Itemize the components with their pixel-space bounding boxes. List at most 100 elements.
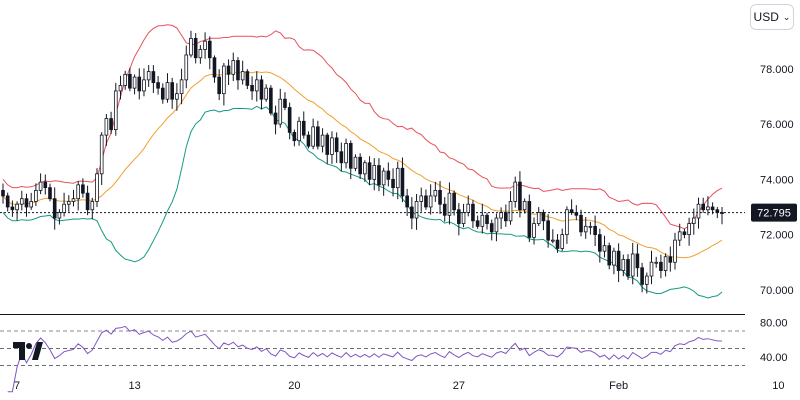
candle xyxy=(269,85,273,116)
candle xyxy=(645,272,649,294)
candle xyxy=(649,250,654,285)
candle xyxy=(395,161,400,200)
candle xyxy=(546,214,550,248)
candle xyxy=(400,157,405,203)
candlesticks xyxy=(1,30,724,294)
currency-selector[interactable]: USD ⌄ xyxy=(750,4,794,30)
candle xyxy=(292,129,297,147)
time-tick-label: 13 xyxy=(128,380,140,392)
candle xyxy=(109,111,113,135)
candle xyxy=(471,200,475,229)
candle xyxy=(198,45,203,64)
candle xyxy=(405,188,409,216)
candle xyxy=(682,228,687,239)
candle xyxy=(626,254,630,280)
candle xyxy=(1,183,5,204)
candle xyxy=(696,197,701,229)
price-tick-label: 78.000 xyxy=(760,64,794,76)
candle xyxy=(612,247,616,275)
candle xyxy=(424,189,428,210)
candle xyxy=(236,57,240,90)
candle xyxy=(306,131,311,149)
candle xyxy=(551,229,555,244)
time-axis[interactable]: 7 13 20 27 Feb 10 xyxy=(14,380,784,392)
time-tick-label: Feb xyxy=(609,380,628,392)
candle xyxy=(81,178,85,198)
candle xyxy=(353,154,358,172)
candle xyxy=(146,65,151,87)
candle xyxy=(419,187,424,212)
rsi-line xyxy=(7,325,723,393)
currency-label: USD xyxy=(753,10,779,24)
candle xyxy=(541,209,546,231)
candle xyxy=(165,73,170,103)
rsi-tick-label: 40.00 xyxy=(760,352,788,364)
candle xyxy=(607,242,612,270)
candle xyxy=(57,209,62,225)
bollinger-bands xyxy=(2,24,723,299)
candle xyxy=(480,203,485,234)
candle xyxy=(142,68,146,97)
candle xyxy=(381,167,386,196)
candle xyxy=(226,59,231,85)
chevron-down-icon: ⌄ xyxy=(782,11,791,22)
candle xyxy=(677,223,682,247)
candle xyxy=(38,173,43,195)
candle xyxy=(673,232,677,270)
candle xyxy=(640,262,644,293)
bollinger-lower-line xyxy=(2,105,723,299)
candle xyxy=(66,195,71,212)
candle xyxy=(452,190,456,216)
candle xyxy=(151,65,156,93)
candle xyxy=(212,55,217,83)
candle xyxy=(189,30,193,58)
candle xyxy=(301,111,306,139)
candle xyxy=(222,62,226,106)
price-tick-label: 72.000 xyxy=(760,230,794,242)
candle xyxy=(90,197,95,220)
candle xyxy=(706,196,710,216)
candle xyxy=(245,69,250,90)
candle xyxy=(438,180,442,214)
candle xyxy=(52,187,57,230)
tradingview-logo-icon[interactable] xyxy=(13,342,43,365)
candle xyxy=(579,209,583,237)
candle xyxy=(504,204,508,227)
time-tick-label: 27 xyxy=(453,380,465,392)
candle xyxy=(316,120,320,150)
candle xyxy=(254,71,259,102)
candle xyxy=(442,197,447,222)
candle xyxy=(10,200,15,217)
candle xyxy=(616,243,621,283)
candle xyxy=(71,189,76,207)
candle xyxy=(489,219,494,241)
candle xyxy=(630,242,635,285)
candle xyxy=(372,158,377,191)
candle xyxy=(475,215,480,229)
candle xyxy=(132,74,137,95)
candle xyxy=(179,68,184,105)
candle xyxy=(325,132,330,164)
candle xyxy=(320,128,325,153)
candle xyxy=(156,76,160,95)
candle xyxy=(160,83,165,104)
candle xyxy=(348,140,353,180)
candle xyxy=(428,184,433,215)
candle xyxy=(602,235,607,258)
candle xyxy=(386,162,391,187)
candle xyxy=(264,84,268,102)
candle xyxy=(536,207,541,227)
time-tick-label: 7 xyxy=(14,380,20,392)
price-axis[interactable]: 78.000 76.000 74.000 72.000 70.000 xyxy=(760,64,794,297)
candle xyxy=(565,206,569,244)
candle xyxy=(123,70,127,90)
candle xyxy=(43,174,48,195)
candle xyxy=(175,83,179,111)
candle xyxy=(598,228,602,263)
candle xyxy=(34,183,38,206)
candle xyxy=(85,185,90,216)
candle xyxy=(24,193,29,217)
candle xyxy=(588,221,593,235)
candle xyxy=(231,52,236,82)
